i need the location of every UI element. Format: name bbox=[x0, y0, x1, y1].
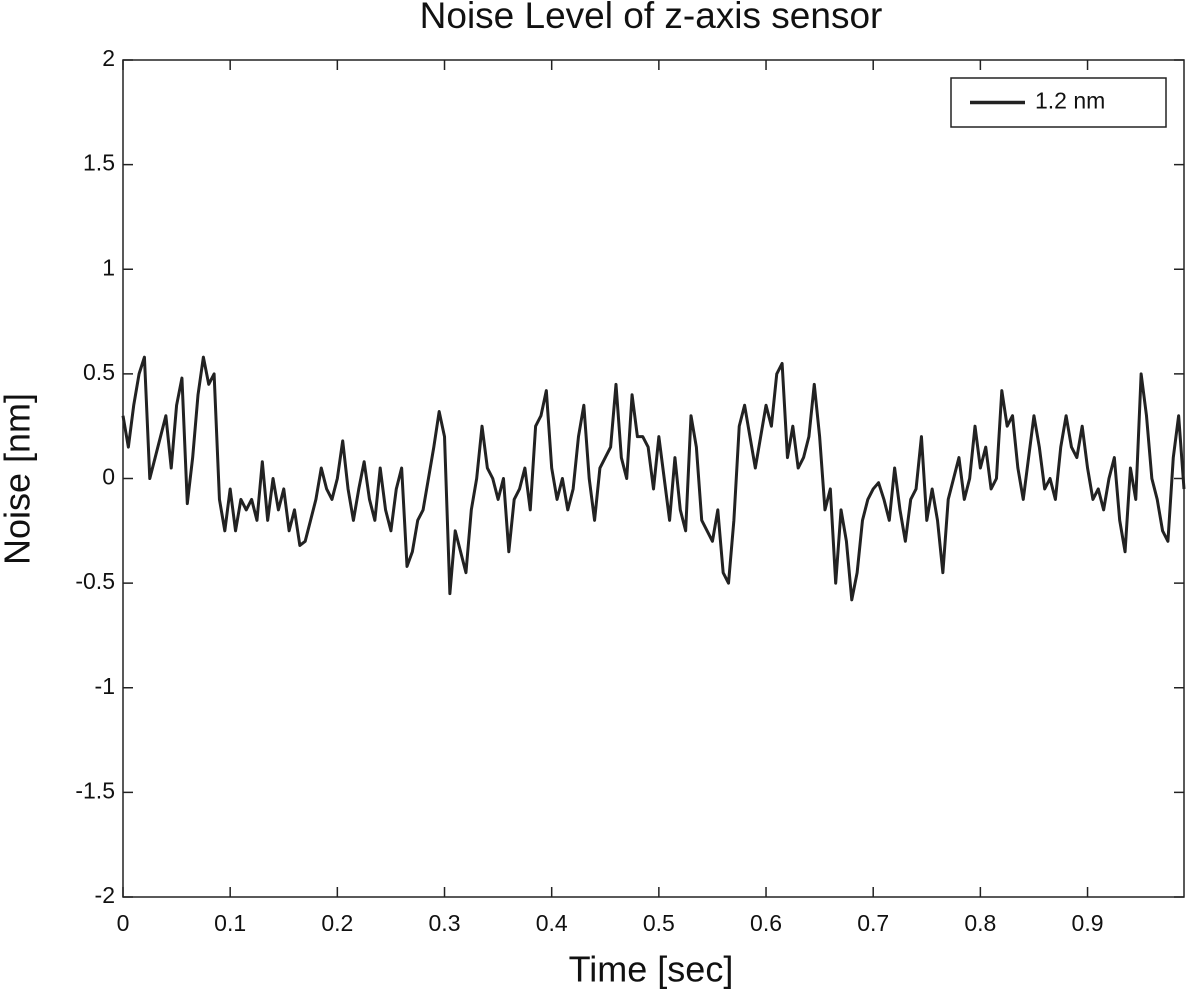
x-tick-label: 0 bbox=[117, 910, 130, 936]
x-tick-label: 0.9 bbox=[1072, 910, 1104, 936]
x-tick-label: 0.5 bbox=[643, 910, 675, 936]
x-tick-label: 0.8 bbox=[964, 910, 996, 936]
x-tick-label: 0.2 bbox=[321, 910, 353, 936]
x-tick-label: 0.3 bbox=[429, 910, 461, 936]
x-tick-label: 0.6 bbox=[750, 910, 782, 936]
data-line bbox=[121, 355, 1186, 602]
y-tick-label: 0.5 bbox=[83, 359, 115, 385]
y-tick-label: 1 bbox=[102, 254, 115, 280]
x-tick-label: 0.4 bbox=[536, 910, 568, 936]
y-axis-label: Noise [nm] bbox=[0, 393, 38, 565]
legend-label: 1.2 nm bbox=[1035, 88, 1105, 114]
x-tick-label: 0.7 bbox=[857, 910, 889, 936]
x-axis-label: Time [sec] bbox=[569, 949, 734, 990]
y-tick-label: 1.5 bbox=[83, 150, 115, 176]
chart-title: Noise Level of z-axis sensor bbox=[420, 0, 883, 36]
y-tick-label: 0 bbox=[102, 464, 115, 490]
y-tick-label: -0.5 bbox=[75, 568, 115, 594]
y-tick-label: -1 bbox=[95, 673, 115, 699]
x-tick-label: 0.1 bbox=[214, 910, 246, 936]
y-tick-label: -1.5 bbox=[75, 777, 115, 803]
y-tick-label: 2 bbox=[102, 45, 115, 71]
y-tick-label: -2 bbox=[95, 882, 115, 908]
